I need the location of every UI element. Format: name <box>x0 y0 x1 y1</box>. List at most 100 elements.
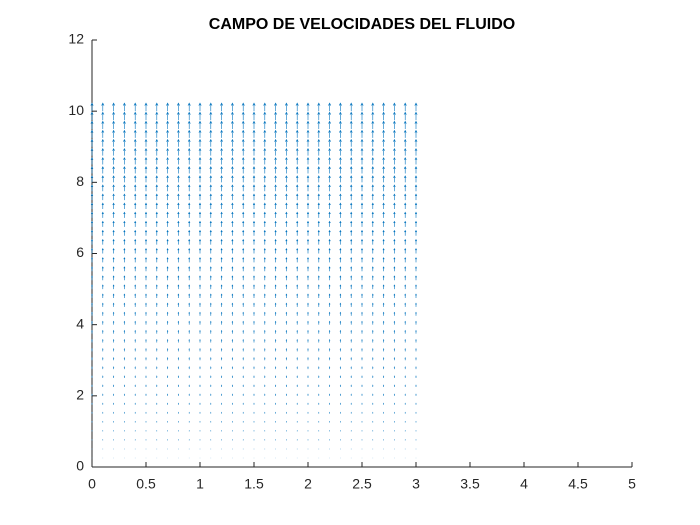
vector-arrow <box>306 157 310 165</box>
vector-arrow <box>156 329 158 334</box>
vector-arrow <box>209 220 212 227</box>
vector-arrow <box>231 220 234 227</box>
vector-arrow <box>296 348 298 352</box>
vector-arrow <box>350 202 353 210</box>
vector-arrow <box>91 375 93 379</box>
vector-arrow <box>382 184 385 192</box>
vector-arrow <box>209 147 213 156</box>
vector-arrow <box>328 175 331 183</box>
vector-arrow <box>123 366 125 370</box>
vector-arrow <box>167 366 169 370</box>
vector-arrow <box>134 348 136 352</box>
vector-arrow <box>102 329 104 334</box>
vector-arrow <box>155 266 158 272</box>
vector-arrow <box>263 147 267 156</box>
vector-arrow <box>177 293 180 298</box>
vector-arrow <box>415 257 417 263</box>
vector-arrow <box>371 229 374 236</box>
vector-arrow <box>220 129 223 138</box>
vector-arrow <box>112 338 115 343</box>
vector-arrow <box>339 257 342 263</box>
vector-arrow <box>155 166 159 174</box>
vector-arrow <box>123 266 126 272</box>
vector-arrow <box>198 166 202 174</box>
vector-arrow <box>231 157 234 165</box>
vector-arrow <box>263 166 267 174</box>
vector-arrow <box>102 375 104 379</box>
vector-arrow <box>123 238 126 245</box>
vector-arrow <box>231 229 234 236</box>
vector-arrow <box>382 293 385 298</box>
vector-arrow <box>112 220 115 227</box>
vector-arrow <box>318 357 320 361</box>
vector-arrow <box>274 311 277 316</box>
vector-arrow <box>264 357 266 361</box>
vector-arrow <box>231 348 234 352</box>
vector-arrow <box>112 348 115 352</box>
vector-arrow <box>403 175 407 183</box>
vector-arrow <box>350 193 353 201</box>
vector-arrow <box>210 311 212 316</box>
vector-arrow <box>393 275 396 281</box>
vector-arrow <box>199 275 201 281</box>
vector-arrow <box>306 211 310 218</box>
vector-arrow <box>166 284 169 290</box>
vector-arrow <box>264 320 266 325</box>
vector-arrow <box>253 248 255 254</box>
vector-arrow <box>317 284 320 290</box>
vector-arrow <box>328 129 331 138</box>
vector-arrow <box>307 366 309 370</box>
vector-arrow <box>263 266 266 272</box>
vector-arrow <box>122 120 126 129</box>
vector-arrow <box>414 129 418 138</box>
vector-arrow <box>155 129 159 138</box>
vector-arrow <box>264 348 266 352</box>
vector-arrow <box>220 147 223 156</box>
vector-arrow <box>102 384 104 387</box>
vector-arrow <box>339 184 342 192</box>
vector-arrow <box>199 366 201 370</box>
vector-arrow <box>403 120 407 129</box>
vector-arrow <box>101 157 105 165</box>
vector-arrow <box>393 211 396 218</box>
vector-arrow <box>307 329 309 334</box>
vector-arrow <box>307 357 309 361</box>
vector-arrow <box>284 102 288 112</box>
vector-arrow <box>306 129 310 138</box>
vector-arrow <box>274 338 277 343</box>
vector-arrow <box>306 184 310 192</box>
vector-arrow <box>220 266 223 272</box>
vector-arrow <box>296 266 299 272</box>
vector-arrow <box>101 238 104 245</box>
vector-arrow <box>339 293 342 298</box>
vector-arrow <box>393 220 396 227</box>
vector-arrow <box>198 193 202 201</box>
vector-arrow <box>220 120 224 129</box>
vector-arrow <box>133 102 137 112</box>
vector-arrow <box>372 338 374 343</box>
vector-arrow <box>102 338 104 343</box>
vector-arrow <box>393 302 396 307</box>
vector-arrow <box>145 248 147 254</box>
vector-arrow <box>415 375 417 379</box>
vector-arrow <box>91 366 93 370</box>
vector-arrow <box>296 366 298 370</box>
x-tick-label: 1.5 <box>244 476 264 492</box>
y-tick-label: 4 <box>76 315 84 331</box>
vector-arrow <box>360 120 364 129</box>
vector-arrow <box>166 202 169 210</box>
vector-arrow <box>188 320 190 325</box>
vector-arrow <box>328 102 332 112</box>
vector-arrow <box>371 238 374 245</box>
vector-arrow <box>252 111 256 121</box>
vector-arrow <box>156 384 158 387</box>
vector-arrow <box>404 311 406 316</box>
vector-arrow <box>177 193 180 201</box>
vector-arrow <box>221 366 223 370</box>
vector-arrow <box>296 193 299 201</box>
vector-arrow <box>263 184 266 192</box>
vector-arrow <box>177 238 180 245</box>
x-tick-label: 1 <box>196 476 204 492</box>
vector-arrow <box>296 329 298 334</box>
vector-arrow <box>209 129 213 138</box>
